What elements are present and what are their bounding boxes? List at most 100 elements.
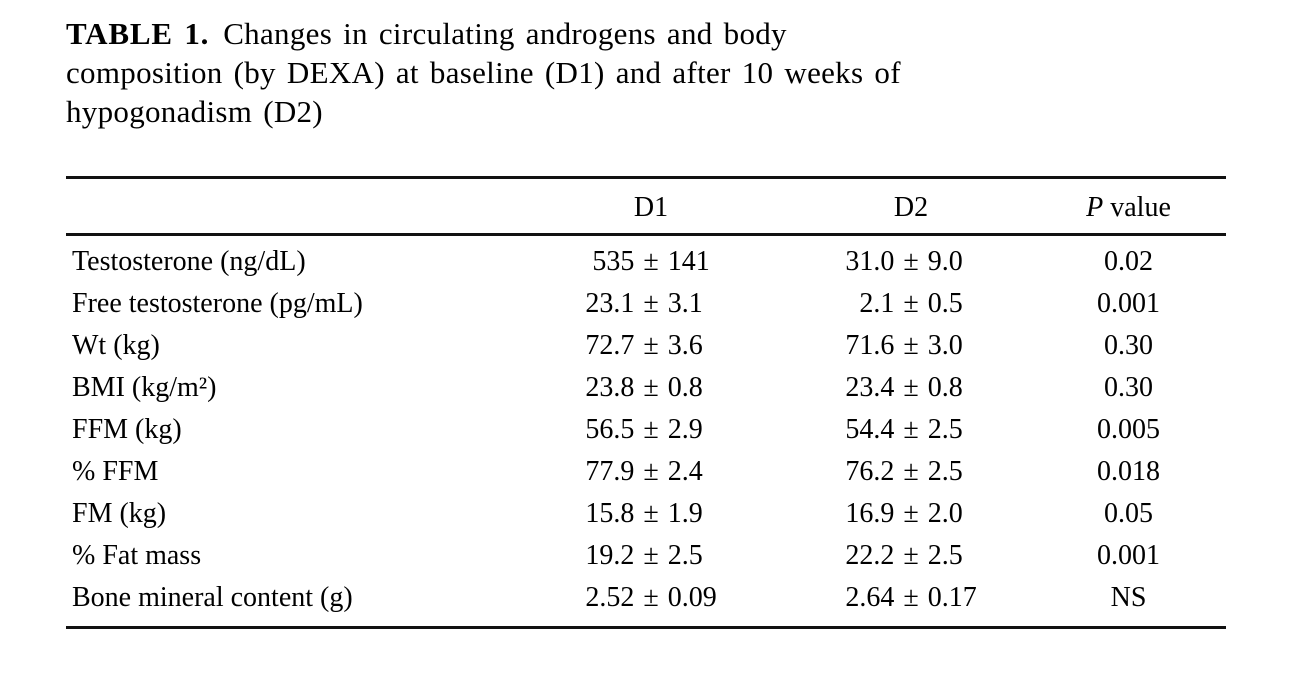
- d1-sd: 3.6: [667, 330, 703, 361]
- p-value: 0.30: [1104, 330, 1153, 361]
- d2-sd: 2.0: [927, 498, 963, 529]
- caption-line-3: hypogonadism (D2): [66, 94, 323, 129]
- plus-minus: ±: [643, 498, 659, 529]
- plus-minus: ±: [903, 582, 919, 613]
- caption-line-2: composition (by DEXA) at baseline (D1) a…: [66, 55, 901, 90]
- d1-mean: 77.9: [585, 456, 635, 487]
- d1-mean: 23.1: [585, 288, 635, 319]
- d2-sd: 2.5: [927, 414, 963, 445]
- table-header: D1 D2 P value: [66, 177, 1226, 236]
- d2-sd: 0.17: [927, 582, 977, 613]
- row-label: Wt (kg): [72, 330, 160, 361]
- d1-mean: 23.8: [585, 372, 635, 403]
- header-d2: D2: [791, 177, 1031, 236]
- d1-value: 77.9 ±2.4: [511, 451, 791, 493]
- d2-sd: 9.0: [927, 246, 963, 277]
- d1-sd: 0.09: [667, 582, 717, 613]
- d2-value: 22.2 ±2.5: [791, 535, 1031, 577]
- table-body: Testosterone (ng/dL) 535 ±141 31.0 ±9.0 0.…: [66, 235, 1226, 628]
- d2-sd: 3.0: [927, 330, 963, 361]
- d2-mean: 2.64: [845, 582, 895, 613]
- d1-sd: 3.1: [667, 288, 703, 319]
- header-p-italic: P: [1086, 192, 1104, 223]
- d1-sd: 141: [667, 246, 710, 277]
- p-value: 0.02: [1104, 246, 1153, 277]
- p-value: 0.005: [1097, 414, 1160, 445]
- plus-minus: ±: [643, 456, 659, 487]
- d1-value: 56.5 ±2.9: [511, 409, 791, 451]
- row-label: Testosterone (ng/dL): [72, 246, 306, 277]
- table-row-pct-fat-mass: % Fat mass 19.2 ±2.5 22.2 ±2.5 0.001: [66, 535, 1226, 577]
- row-label: % FFM: [72, 456, 159, 487]
- d2-sd: 0.8: [927, 372, 963, 403]
- plus-minus: ±: [643, 372, 659, 403]
- d1-value: 72.7 ±3.6: [511, 325, 791, 367]
- table-row-free-testosterone: Free testosterone (pg/mL) 23.1 ±3.1 2.1 ±0…: [66, 283, 1226, 325]
- table-row-weight: Wt (kg) 72.7 ±3.6 71.6 ±3.0 0.30: [66, 325, 1226, 367]
- d1-mean: 15.8: [585, 498, 635, 529]
- d1-value: 2.52 ±0.09: [511, 577, 791, 628]
- caption-line-1: TABLE 1. Changes in circulating androgens…: [66, 14, 1226, 53]
- d1-value: 23.1 ±3.1: [511, 283, 791, 325]
- d1-sd: 2.9: [667, 414, 703, 445]
- p-value: 0.05: [1104, 498, 1153, 529]
- d2-value: 2.64 ±0.17: [791, 577, 1031, 628]
- d1-mean: 72.7: [585, 330, 635, 361]
- d1-sd: 1.9: [667, 498, 703, 529]
- d2-mean: 16.9: [845, 498, 895, 529]
- plus-minus: ±: [643, 330, 659, 361]
- plus-minus: ±: [643, 540, 659, 571]
- plus-minus: ±: [643, 582, 659, 613]
- d2-sd: 0.5: [927, 288, 963, 319]
- d2-mean: 76.2: [845, 456, 895, 487]
- header-empty-cell: [66, 177, 511, 236]
- d1-mean: 19.2: [585, 540, 635, 571]
- d2-value: 2.1 ±0.5: [791, 283, 1031, 325]
- d2-mean: 71.6: [845, 330, 895, 361]
- d1-mean: 535: [592, 246, 635, 277]
- plus-minus: ±: [903, 456, 919, 487]
- caption-table-label: TABLE 1.: [66, 16, 210, 51]
- p-value: NS: [1110, 582, 1147, 613]
- d1-mean: 56.5: [585, 414, 635, 445]
- plus-minus: ±: [903, 288, 919, 319]
- d1-sd: 0.8: [667, 372, 703, 403]
- plus-minus: ±: [903, 246, 919, 277]
- d2-value: 16.9 ±2.0: [791, 493, 1031, 535]
- plus-minus: ±: [643, 288, 659, 319]
- d1-sd: 2.4: [667, 456, 703, 487]
- d1-sd: 2.5: [667, 540, 703, 571]
- d2-value: 71.6 ±3.0: [791, 325, 1031, 367]
- table-row-fm: FM (kg) 15.8 ±1.9 16.9 ±2.0 0.05: [66, 493, 1226, 535]
- row-label: Bone mineral content (g): [72, 582, 353, 613]
- table-caption: TABLE 1. Changes in circulating androgens…: [66, 14, 1226, 131]
- p-value: 0.001: [1097, 540, 1160, 571]
- d2-value: 54.4 ±2.5: [791, 409, 1031, 451]
- d1-value: 535 ±141: [511, 235, 791, 284]
- header-d1: D1: [511, 177, 791, 236]
- table-row-testosterone: Testosterone (ng/dL) 535 ±141 31.0 ±9.0 0.…: [66, 235, 1226, 284]
- d2-mean: 2.1: [859, 288, 895, 319]
- d2-mean: 23.4: [845, 372, 895, 403]
- table-row-ffm: FFM (kg) 56.5 ±2.9 54.4 ±2.5 0.005: [66, 409, 1226, 451]
- header-p-rest: value: [1110, 192, 1171, 223]
- plus-minus: ±: [643, 414, 659, 445]
- d2-value: 31.0 ±9.0: [791, 235, 1031, 284]
- data-table: D1 D2 P value Testosterone (ng/dL) 535 ±1…: [66, 176, 1226, 629]
- page-content: TABLE 1. Changes in circulating androgens…: [66, 14, 1226, 629]
- p-value: 0.001: [1097, 288, 1160, 319]
- d2-mean: 54.4: [845, 414, 895, 445]
- d2-sd: 2.5: [927, 456, 963, 487]
- p-value: 0.30: [1104, 372, 1153, 403]
- d1-value: 15.8 ±1.9: [511, 493, 791, 535]
- row-label: Free testosterone (pg/mL): [72, 288, 363, 319]
- d1-value: 23.8 ±0.8: [511, 367, 791, 409]
- row-label: BMI (kg/m²): [72, 372, 217, 403]
- p-value: 0.018: [1097, 456, 1160, 487]
- table-row-bone-mineral-content: Bone mineral content (g) 2.52 ±0.09 2.64 ±…: [66, 577, 1226, 628]
- header-p-value: P value: [1031, 177, 1226, 236]
- d2-value: 76.2 ±2.5: [791, 451, 1031, 493]
- d1-mean: 2.52: [585, 582, 635, 613]
- table-row-bmi: BMI (kg/m²) 23.8 ±0.8 23.4 ±0.8 0.30: [66, 367, 1226, 409]
- plus-minus: ±: [643, 246, 659, 277]
